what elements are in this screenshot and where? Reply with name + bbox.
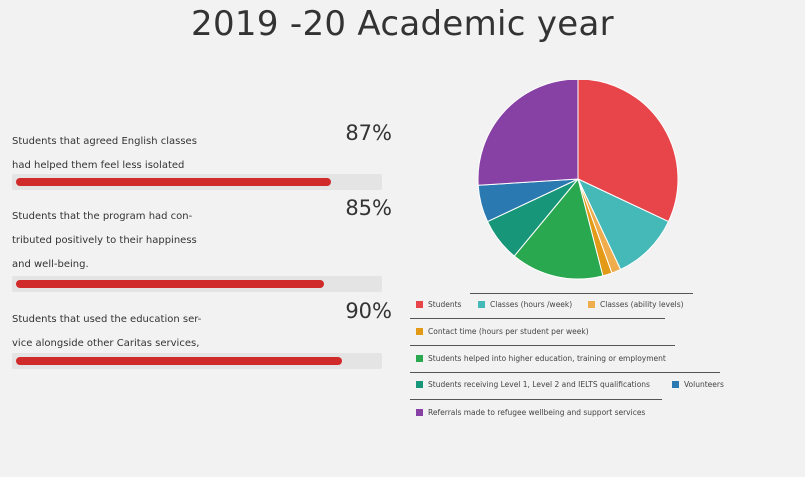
legend-swatch — [478, 301, 485, 308]
progress-bar — [16, 357, 342, 365]
legend-item: Students receiving Level 1, Level 2 and … — [416, 380, 650, 389]
pie-chart — [477, 80, 679, 280]
legend-item: Students helped into higher education, t… — [416, 354, 666, 363]
stat-label: Students that the program had con- tribu… — [12, 211, 197, 270]
stat-percentage: 87% — [345, 121, 392, 145]
legend-swatch — [416, 409, 423, 416]
legend-item: Contact time (hours per student per week… — [416, 327, 589, 336]
legend-item: Volunteers — [672, 380, 724, 389]
legend-divider — [410, 399, 662, 400]
progress-track — [12, 276, 382, 292]
legend-divider — [410, 345, 675, 346]
pie-slice-7 — [477, 80, 579, 186]
legend-swatch — [416, 381, 423, 388]
pie-slice-1 — [576, 177, 670, 271]
stat-label: Students that agreed English classes had… — [12, 136, 197, 171]
legend-swatch — [672, 381, 679, 388]
stat-percentage: 90% — [345, 299, 392, 323]
progress-track — [12, 174, 382, 190]
legend-item: Classes (ability levels) — [588, 300, 684, 309]
legend-swatch — [416, 355, 423, 362]
page-title: 2019 -20 Academic year — [191, 4, 614, 44]
stat-label: Students that used the education ser- vi… — [12, 314, 202, 349]
pie-slice-0 — [577, 80, 679, 223]
progress-bar — [16, 280, 324, 288]
pie-slice-4 — [513, 177, 604, 280]
legend-swatch — [588, 301, 595, 308]
legend-item: Referrals made to refugee wellbeing and … — [416, 408, 645, 417]
legend-item: Students — [416, 300, 461, 309]
stat-percentage: 85% — [345, 196, 392, 220]
progress-track — [12, 353, 382, 369]
legend-swatch — [416, 301, 423, 308]
legend-divider — [410, 318, 665, 319]
legend-divider — [410, 372, 720, 373]
legend-swatch — [416, 328, 423, 335]
legend-divider — [470, 293, 693, 294]
progress-bar — [16, 178, 331, 186]
legend-item: Classes (hours /week) — [478, 300, 572, 309]
